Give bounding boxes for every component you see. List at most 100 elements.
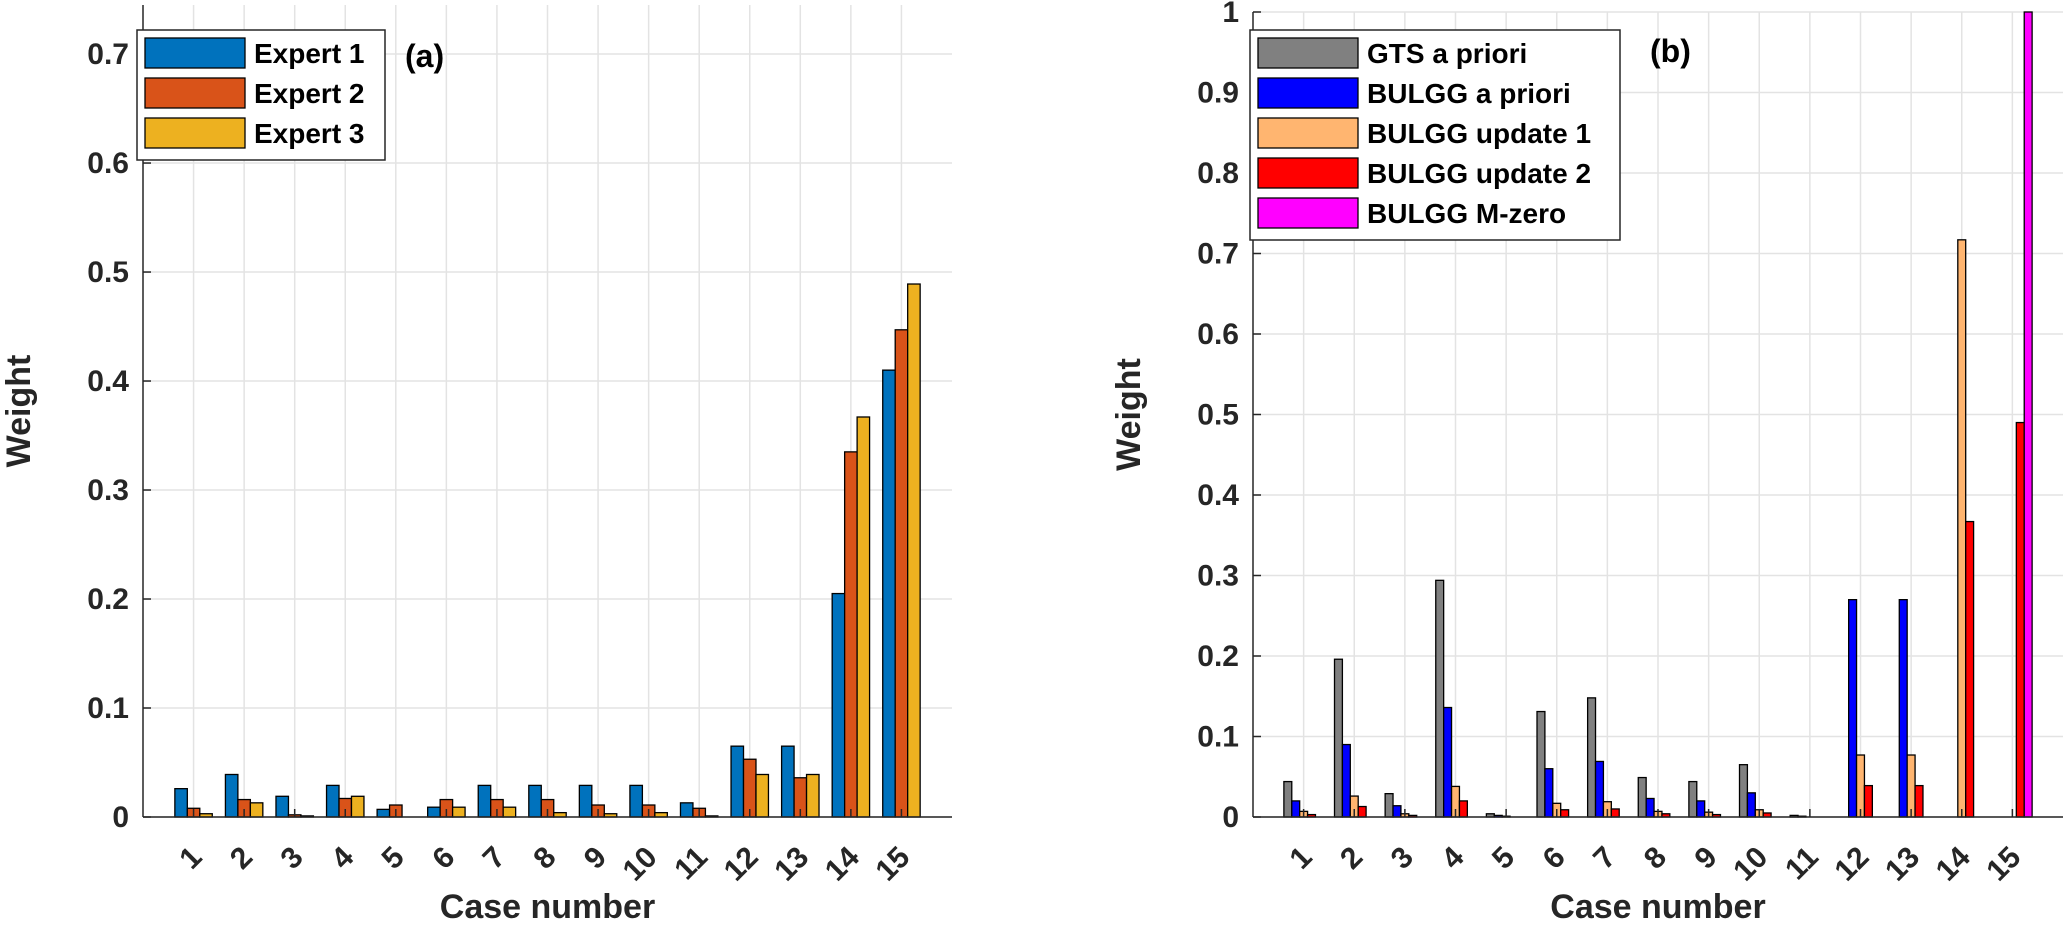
panel-label: (b) bbox=[1650, 33, 1691, 69]
bar bbox=[742, 758, 757, 818]
bar bbox=[174, 788, 188, 818]
bar bbox=[1965, 520, 1975, 818]
bar bbox=[629, 784, 644, 818]
legend-entry: BULGG a priori bbox=[1367, 78, 1571, 109]
bar bbox=[1957, 239, 1967, 818]
y-tick-label: 0.7 bbox=[87, 38, 129, 71]
legend-entry: Expert 3 bbox=[254, 118, 365, 149]
x-tick-label: 4 bbox=[325, 840, 360, 875]
legend-entry: GTS a priori bbox=[1367, 38, 1527, 69]
y-tick-label: 0.1 bbox=[87, 692, 129, 725]
y-tick-label: 0.5 bbox=[1197, 399, 1239, 432]
bar bbox=[1863, 784, 1873, 818]
y-tick-label: 0.3 bbox=[1197, 560, 1239, 593]
y-tick-label: 0.4 bbox=[1197, 479, 1239, 512]
x-tick-label: 10 bbox=[1727, 841, 1774, 888]
bar bbox=[907, 283, 921, 818]
bar bbox=[528, 784, 542, 818]
bar bbox=[1443, 706, 1453, 818]
bar bbox=[350, 795, 365, 818]
x-tick-label: 2 bbox=[224, 841, 259, 876]
x-tick-label: 3 bbox=[275, 841, 310, 876]
bar bbox=[2023, 11, 2033, 818]
legend-swatch bbox=[1257, 197, 1359, 229]
x-tick-label: 1 bbox=[173, 841, 208, 876]
x-tick-label: 14 bbox=[1930, 840, 1977, 887]
bar bbox=[1544, 768, 1554, 818]
bar bbox=[843, 451, 858, 818]
legend-entry: BULGG update 1 bbox=[1367, 118, 1591, 149]
x-tick-label: 11 bbox=[668, 841, 714, 887]
y-axis-label: Weight bbox=[1110, 358, 1148, 471]
x-tick-label: 2 bbox=[1334, 841, 1369, 876]
x-tick-label: 7 bbox=[1587, 841, 1622, 876]
x-tick-label: 7 bbox=[477, 841, 512, 876]
x-tick-label: 15 bbox=[1980, 841, 2027, 888]
bar bbox=[1291, 800, 1301, 818]
bar bbox=[755, 773, 770, 818]
x-axis-label: Case number bbox=[440, 888, 655, 926]
legend-swatch bbox=[144, 77, 246, 109]
bar bbox=[1906, 754, 1916, 818]
x-tick-label: 6 bbox=[426, 841, 461, 876]
y-tick-label: 0.8 bbox=[1197, 157, 1239, 190]
y-tick-label: 0 bbox=[112, 801, 129, 834]
bar bbox=[1645, 797, 1655, 818]
legend-swatch bbox=[1257, 117, 1359, 149]
legend: GTS a priori BULGG a priori BULGG update 1… bbox=[1249, 29, 1621, 241]
bar bbox=[1688, 780, 1698, 818]
x-tick-label: 15 bbox=[869, 841, 916, 888]
bar bbox=[1637, 776, 1647, 818]
legend-entry: BULGG M-zero bbox=[1367, 198, 1566, 229]
bar bbox=[894, 329, 909, 818]
bar bbox=[1848, 599, 1858, 818]
bar bbox=[224, 773, 239, 818]
bar bbox=[1384, 793, 1394, 818]
bar bbox=[1855, 754, 1866, 818]
legend-swatch bbox=[144, 117, 246, 149]
bars bbox=[1283, 11, 2033, 818]
bar bbox=[275, 795, 290, 818]
bar bbox=[1746, 792, 1756, 818]
x-tick-label: 9 bbox=[1688, 841, 1723, 876]
x-tick-label: 8 bbox=[1638, 841, 1673, 876]
x-tick-label: 5 bbox=[376, 841, 411, 876]
legend-swatch bbox=[1257, 157, 1359, 189]
legend-entry: Expert 2 bbox=[254, 78, 365, 109]
bar bbox=[1560, 809, 1570, 818]
bar bbox=[477, 784, 492, 818]
bar bbox=[1594, 760, 1605, 818]
x-tick-label: 4 bbox=[1435, 840, 1470, 875]
chart-panel-a: 00.10.20.30.40.50.60.71 2 3 4 5 6 7 8 9 10 11 12 13 1… bbox=[0, 5, 952, 926]
x-tick-label: 13 bbox=[768, 841, 815, 888]
legend-swatch bbox=[1257, 77, 1359, 109]
y-tick-label: 0.2 bbox=[1197, 640, 1239, 673]
bar bbox=[502, 806, 517, 818]
chart-panel-b: 00.10.20.30.40.50.60.70.80.911 2 3 4 5 6 7 8 9 10… bbox=[1110, 0, 2063, 926]
x-tick-label: 11 bbox=[1779, 841, 1825, 887]
bar bbox=[1586, 697, 1597, 818]
x-tick-label: 10 bbox=[617, 841, 664, 888]
x-tick-label: 5 bbox=[1486, 841, 1521, 876]
y-tick-label: 0.6 bbox=[1197, 318, 1239, 351]
bar bbox=[1536, 710, 1546, 818]
y-tick-label: 0.5 bbox=[87, 256, 129, 289]
bar bbox=[578, 784, 593, 818]
y-tick-label: 0.7 bbox=[1197, 238, 1239, 271]
x-tick-label: 9 bbox=[578, 841, 613, 876]
bar bbox=[451, 806, 466, 818]
bar bbox=[780, 745, 795, 818]
y-axis-label: Weight bbox=[0, 355, 38, 468]
x-tick-label: 3 bbox=[1385, 841, 1420, 876]
legend-swatch bbox=[1257, 37, 1359, 69]
bar bbox=[427, 806, 441, 818]
x-tick-label: 13 bbox=[1879, 841, 1926, 888]
bar bbox=[730, 745, 745, 818]
bar bbox=[1738, 764, 1749, 818]
y-tick-label: 0.9 bbox=[1197, 77, 1239, 110]
panel-label: (a) bbox=[405, 38, 444, 74]
x-tick-label: 8 bbox=[527, 841, 562, 876]
legend: Expert 1 Expert 2 Expert 3 bbox=[136, 29, 386, 161]
bar bbox=[1357, 805, 1367, 818]
